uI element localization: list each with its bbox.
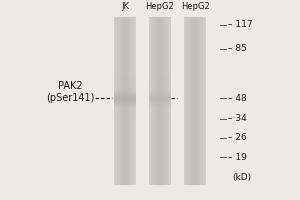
Text: HepG2: HepG2: [181, 2, 209, 11]
Text: PAK2: PAK2: [58, 81, 82, 91]
Text: – 34: – 34: [228, 114, 247, 123]
Text: – 48: – 48: [228, 94, 247, 103]
Text: HepG2: HepG2: [146, 2, 174, 11]
Text: – 85: – 85: [228, 44, 247, 53]
Text: JK: JK: [121, 2, 129, 11]
Text: (pSer141): (pSer141): [46, 93, 94, 103]
Text: – 117: – 117: [228, 20, 253, 29]
Text: (kD): (kD): [232, 173, 251, 182]
Text: – 19: – 19: [228, 153, 247, 162]
Text: – 26: – 26: [228, 133, 247, 142]
